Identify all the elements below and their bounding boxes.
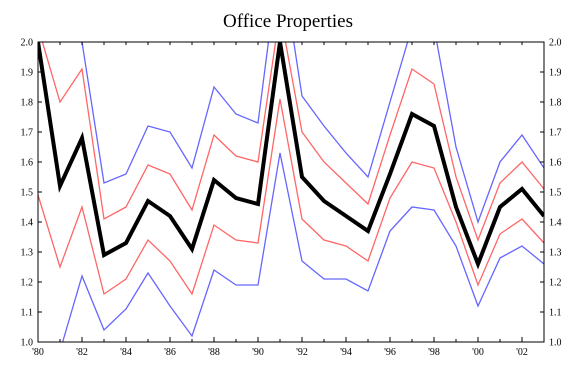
- y-tick-label-left: 1.1: [21, 308, 34, 319]
- x-tick-label: '92: [296, 347, 308, 358]
- series-group: [38, 42, 544, 342]
- series-line-3: [38, 42, 544, 270]
- x-tick-label: '88: [208, 347, 220, 358]
- chart-title: Office Properties: [223, 11, 353, 32]
- y-tick-label-right: 1.0: [549, 338, 562, 349]
- x-tick-label: '02: [516, 347, 528, 358]
- y-tick-label-left: 1.3: [21, 248, 34, 259]
- x-tick-label: '82: [76, 347, 88, 358]
- y-tick-label-left: 1.0: [21, 338, 34, 349]
- y-tick-label-left: 1.4: [21, 218, 34, 229]
- y-tick-label-right: 1.7: [549, 128, 562, 139]
- series-line-4: [38, 98, 544, 296]
- ticks-group: 1.0 1.0 1.1 1.1 1.2 1.2 1.3 1.3 1.4 1.4 1.5 1.5 1.6 1…: [21, 38, 562, 359]
- x-tick-label: '84: [120, 347, 132, 358]
- x-tick-label: '00: [472, 347, 484, 358]
- y-tick-label-left: 1.5: [21, 188, 34, 199]
- x-tick-label: '94: [340, 347, 352, 358]
- series-line-2: [41, 42, 544, 242]
- y-tick-label-right: 1.4: [549, 218, 562, 229]
- y-tick-label-left: 1.8: [21, 98, 34, 109]
- plot-frame: [37, 41, 545, 343]
- x-tick-label: '98: [428, 347, 440, 358]
- y-tick-label-left: 1.2: [21, 278, 34, 289]
- y-tick-label-right: 1.1: [549, 308, 562, 319]
- y-tick-label-left: 1.6: [21, 158, 34, 169]
- y-tick-label-left: 1.7: [21, 128, 34, 139]
- y-tick-label-right: 2.0: [549, 38, 562, 49]
- y-tick-label-left: 2.0: [21, 38, 34, 49]
- series-line-1: [81, 42, 544, 225]
- y-tick-label-right: 1.3: [549, 248, 562, 259]
- y-tick-label-right: 1.5: [549, 188, 562, 199]
- y-tick-label-right: 1.2: [549, 278, 562, 289]
- x-tick-label: '96: [384, 347, 396, 358]
- x-tick-label: '90: [252, 347, 264, 358]
- series-line-5: [61, 152, 544, 342]
- y-tick-label-right: 1.6: [549, 158, 562, 169]
- y-tick-label-left: 1.9: [21, 68, 34, 79]
- x-tick-label: '86: [164, 347, 176, 358]
- y-tick-label-right: 1.8: [549, 98, 562, 109]
- x-tick-label: '80: [32, 347, 44, 358]
- plot-area: 1.0 1.0 1.1 1.1 1.2 1.2 1.3 1.3 1.4 1.4 1.5 1.5 1.6 1…: [21, 38, 562, 359]
- y-tick-label-right: 1.9: [549, 68, 562, 79]
